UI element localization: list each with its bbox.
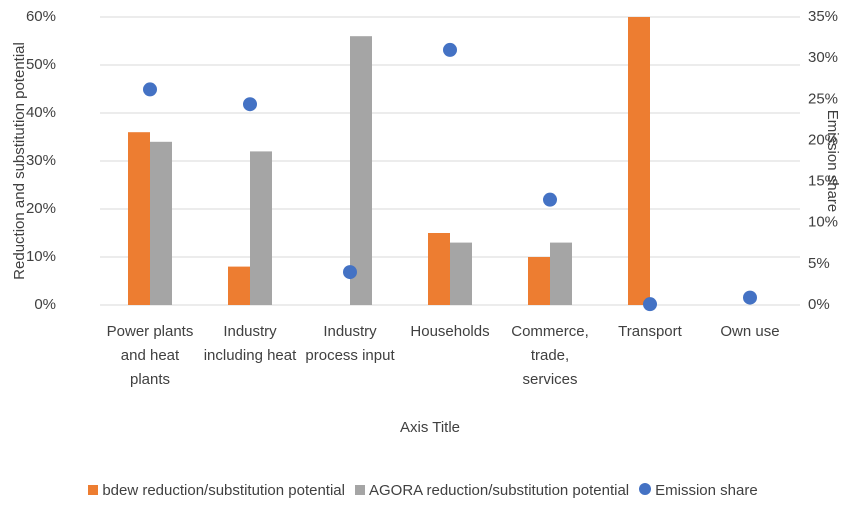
bar	[450, 242, 472, 305]
y2-tick-label: 25%	[808, 90, 838, 107]
legend-label: Emission share	[655, 482, 758, 499]
x-tick-label: Transport	[618, 323, 682, 340]
y-tick-label: 10%	[26, 248, 56, 265]
bar	[528, 257, 550, 305]
y2-tick-label: 10%	[808, 214, 838, 231]
bar	[628, 17, 650, 305]
y2-axis-title: Emission share	[824, 110, 841, 213]
x-axis-title: Axis Title	[400, 419, 460, 436]
y-tick-label: 40%	[26, 104, 56, 121]
bar	[250, 151, 272, 305]
y-tick-label: 60%	[26, 8, 56, 25]
x-tick-label: Households	[410, 323, 490, 340]
y2-tick-label: 5%	[808, 255, 830, 272]
y-tick-label: 20%	[26, 200, 56, 217]
y2-tick-label: 30%	[808, 49, 838, 66]
emission-dot	[243, 97, 257, 112]
bar	[428, 233, 450, 305]
bar	[128, 132, 150, 305]
emission-dot	[143, 82, 157, 97]
legend: bdew reduction/substitution potential AGO…	[0, 482, 846, 499]
legend-label: AGORA reduction/substitution potential	[368, 482, 630, 499]
y2-tick-label: 35%	[808, 8, 838, 25]
bar	[350, 36, 372, 305]
y-axis-title: Reduction and substitution potential	[11, 42, 28, 280]
x-tick-label: Industry process input	[305, 323, 395, 364]
legend-swatch	[639, 483, 652, 495]
y2-tick-label: 0%	[808, 296, 830, 313]
legend-swatch	[88, 485, 99, 495]
legend-item: bdew reduction/substitution potential	[88, 482, 345, 499]
y2-tick-label: 15%	[808, 173, 838, 190]
emission-dot	[343, 265, 357, 280]
x-tick-label: Commerce, trade, services	[511, 323, 589, 388]
emission-dot	[443, 42, 457, 57]
bar	[228, 266, 250, 305]
emission-dot	[743, 290, 757, 305]
emission-dot	[543, 192, 557, 207]
legend-item: Emission share	[639, 482, 758, 499]
y-tick-label: 50%	[26, 56, 56, 73]
y-tick-label: 0%	[34, 296, 56, 313]
y-tick-label: 30%	[26, 152, 56, 169]
legend-swatch	[354, 485, 365, 495]
bar	[150, 141, 172, 305]
x-tick-label: Power plants and heat plants	[106, 323, 194, 388]
bar	[550, 242, 572, 305]
x-tick-label: Own use	[720, 323, 780, 340]
legend-label: bdew reduction/substitution potential	[102, 482, 345, 499]
legend-item: AGORA reduction/substitution potential	[354, 482, 630, 499]
y2-tick-label: 20%	[808, 131, 838, 148]
x-tick-label: Industry including heat	[203, 323, 297, 364]
emission-dot	[643, 297, 657, 312]
